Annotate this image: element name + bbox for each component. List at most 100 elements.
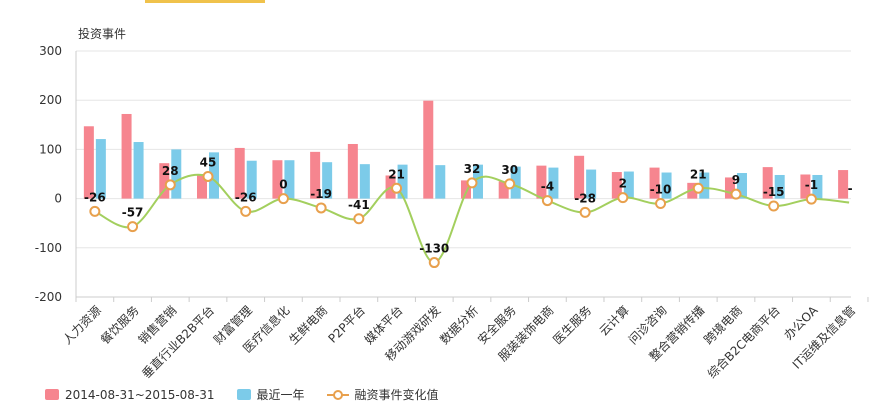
line-marker [617, 192, 629, 204]
x-tick-label: 人力资源 [60, 303, 104, 347]
data-label: -1 [805, 178, 818, 192]
data-label: - [848, 182, 853, 196]
data-label: 9 [732, 173, 740, 187]
line-marker [391, 182, 403, 194]
line-marker [768, 200, 780, 212]
data-label: 28 [162, 164, 179, 178]
data-label: 45 [200, 155, 217, 169]
x-tick-label: 云计算 [596, 303, 632, 339]
bar-series1 [347, 143, 358, 199]
data-label: -28 [574, 191, 596, 205]
y-axis-title: 投资事件 [78, 26, 126, 41]
line-marker [277, 193, 289, 205]
data-label: -26 [84, 190, 106, 204]
data-label: -130 [419, 242, 449, 256]
bar-series2 [322, 162, 333, 199]
bar-series2 [246, 160, 257, 199]
y-tick-label: 100 [39, 142, 62, 156]
line-marker [127, 221, 139, 233]
bar-series2 [133, 142, 144, 199]
bar-series2 [472, 164, 483, 199]
chart-legend: 2014-08-31~2015-08-31 最近一年 融资事件变化值 [45, 386, 439, 403]
bar-series2 [736, 173, 747, 199]
data-label: 2 [619, 177, 627, 191]
bar-series1 [272, 160, 283, 199]
y-tick-label: -200 [35, 290, 62, 304]
bar-series1 [310, 151, 321, 199]
data-label: 32 [464, 162, 481, 176]
line-marker [89, 205, 101, 217]
legend-swatch-series1 [45, 389, 59, 400]
bar-series2 [397, 164, 408, 199]
line-marker [428, 257, 440, 269]
bar-series2 [661, 172, 672, 199]
top-accent-bar [145, 0, 265, 3]
bar-series1 [611, 172, 622, 199]
line-marker [466, 177, 478, 189]
line-marker [315, 202, 327, 214]
x-tick-label: 数据分析 [437, 303, 482, 348]
bar-series2 [699, 172, 710, 199]
bar-series2 [284, 160, 295, 199]
data-label: -26 [235, 190, 257, 204]
bar-series1 [423, 100, 434, 199]
bar-series2 [586, 169, 597, 199]
bar-series1 [574, 155, 585, 199]
bar-series1 [724, 177, 735, 199]
legend-swatch-series3 [326, 389, 349, 400]
legend-item-series2[interactable]: 最近一年 [236, 386, 305, 403]
legend-item-series3[interactable]: 融资事件变化值 [326, 386, 439, 403]
data-label: 30 [501, 163, 518, 177]
line-marker [541, 195, 553, 207]
bar-series2 [510, 166, 521, 199]
legend-item-series1[interactable]: 2014-08-31~2015-08-31 [45, 388, 215, 402]
bar-series1 [159, 163, 170, 199]
legend-swatch-series2 [236, 389, 251, 400]
x-tick-label: P2P平台 [325, 303, 368, 346]
line-marker [730, 188, 742, 200]
y-tick-label: -100 [35, 241, 62, 255]
line-marker [202, 170, 214, 182]
legend-label-series2: 最近一年 [256, 388, 305, 402]
data-label: -57 [122, 206, 144, 220]
bar-series2 [812, 174, 823, 199]
line-marker [655, 198, 667, 210]
line-marker [353, 213, 365, 225]
bar-series1 [838, 170, 849, 199]
data-label: -4 [541, 180, 554, 194]
x-tick-label: 生鲜电商 [286, 303, 331, 348]
bar-series1 [83, 126, 94, 199]
bar-series1 [762, 167, 773, 199]
bar-series1 [536, 165, 547, 199]
line-series3 [94, 173, 850, 264]
bar-series1 [196, 174, 207, 199]
bar-series2 [548, 167, 559, 199]
data-label: -15 [763, 185, 785, 199]
bar-series2 [171, 149, 182, 199]
line-marker [504, 178, 516, 190]
bar-series1 [234, 147, 245, 199]
y-tick-label: 0 [54, 192, 62, 206]
bar-series2 [435, 165, 446, 199]
data-label: -19 [310, 187, 332, 201]
line-marker [164, 179, 176, 191]
bar-series1 [460, 180, 471, 199]
x-tick-label: 医生服务 [550, 303, 595, 348]
bar-series1 [649, 167, 660, 199]
y-tick-label: 300 [39, 44, 62, 58]
line-marker [240, 205, 252, 217]
bar-series1 [498, 181, 509, 199]
bar-series1 [800, 174, 811, 199]
x-tick-label: IT运维及信息管 [789, 303, 858, 372]
y-tick-label: 200 [39, 93, 62, 107]
x-tick-label: 餐饮服务 [97, 303, 142, 348]
data-label: 21 [690, 167, 707, 181]
data-label: -41 [348, 198, 370, 212]
bar-series2 [208, 152, 219, 199]
line-marker [579, 206, 591, 218]
data-label: -10 [650, 183, 672, 197]
legend-label-series1: 2014-08-31~2015-08-31 [65, 387, 215, 402]
bar-series2 [623, 171, 634, 199]
bar-series2 [774, 174, 785, 199]
